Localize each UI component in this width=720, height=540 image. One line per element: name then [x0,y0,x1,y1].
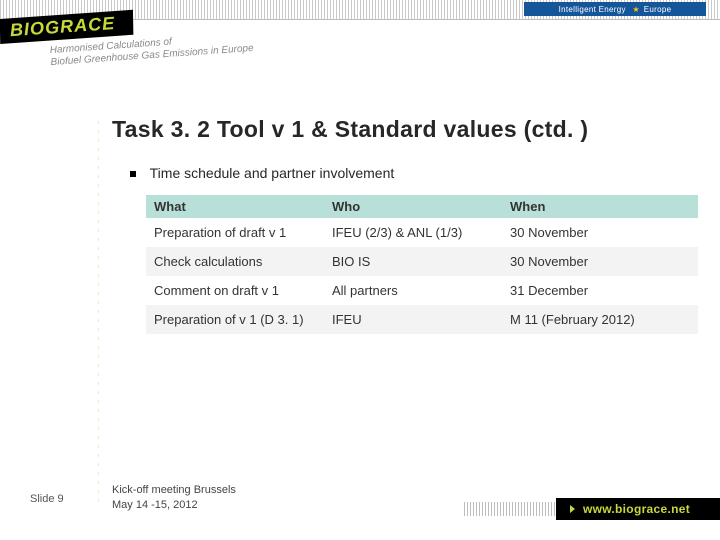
ie-label: Intelligent Energy [559,5,626,14]
col-what: What [146,195,324,218]
table-row: Comment on draft v 1 All partners 31 Dec… [146,276,698,305]
schedule-table: What Who When Preparation of draft v 1 I… [146,195,698,334]
slide-title: Task 3. 2 Tool v 1 & Standard values (ct… [112,116,588,143]
cell: 30 November [502,247,698,276]
url-text: www.biograce.net [583,502,690,516]
cell: BIO IS [324,247,502,276]
meeting-line-1: Kick-off meeting Brussels [112,484,236,496]
dotted-rail [98,118,99,503]
col-who: Who [324,195,502,218]
ie-suffix: Europe [644,5,672,14]
footer-url: www.biograce.net [556,498,720,520]
cell: IFEU [324,305,502,334]
table-row: Check calculations BIO IS 30 November [146,247,698,276]
cell: Comment on draft v 1 [146,276,324,305]
cell: IFEU (2/3) & ANL (1/3) [324,218,502,247]
ie-europe-badge: Intelligent Energy ★ Europe [524,2,706,16]
table-row: Preparation of v 1 (D 3. 1) IFEU M 11 (F… [146,305,698,334]
footer-bar: www.biograce.net [464,498,720,520]
footer-stripe [464,502,556,516]
cell: Preparation of v 1 (D 3. 1) [146,305,324,334]
slide-subtitle: Time schedule and partner involvement [130,165,394,181]
cell: Preparation of draft v 1 [146,218,324,247]
subtitle-text: Time schedule and partner involvement [150,165,395,181]
slide-number: Slide 9 [30,493,64,505]
logo-text: BIOGRACE [9,13,116,41]
footer-meeting: Kick-off meeting Brussels May 14 -15, 20… [112,483,236,512]
cell: 31 December [502,276,698,305]
eu-stars-icon: ★ [630,5,640,14]
cell: Check calculations [146,247,324,276]
meeting-line-2: May 14 -15, 2012 [112,499,198,511]
table-header-row: What Who When [146,195,698,218]
cell: M 11 (February 2012) [502,305,698,334]
chevron-right-icon [570,505,575,513]
table-row: Preparation of draft v 1 IFEU (2/3) & AN… [146,218,698,247]
col-when: When [502,195,698,218]
cell: 30 November [502,218,698,247]
cell: All partners [324,276,502,305]
